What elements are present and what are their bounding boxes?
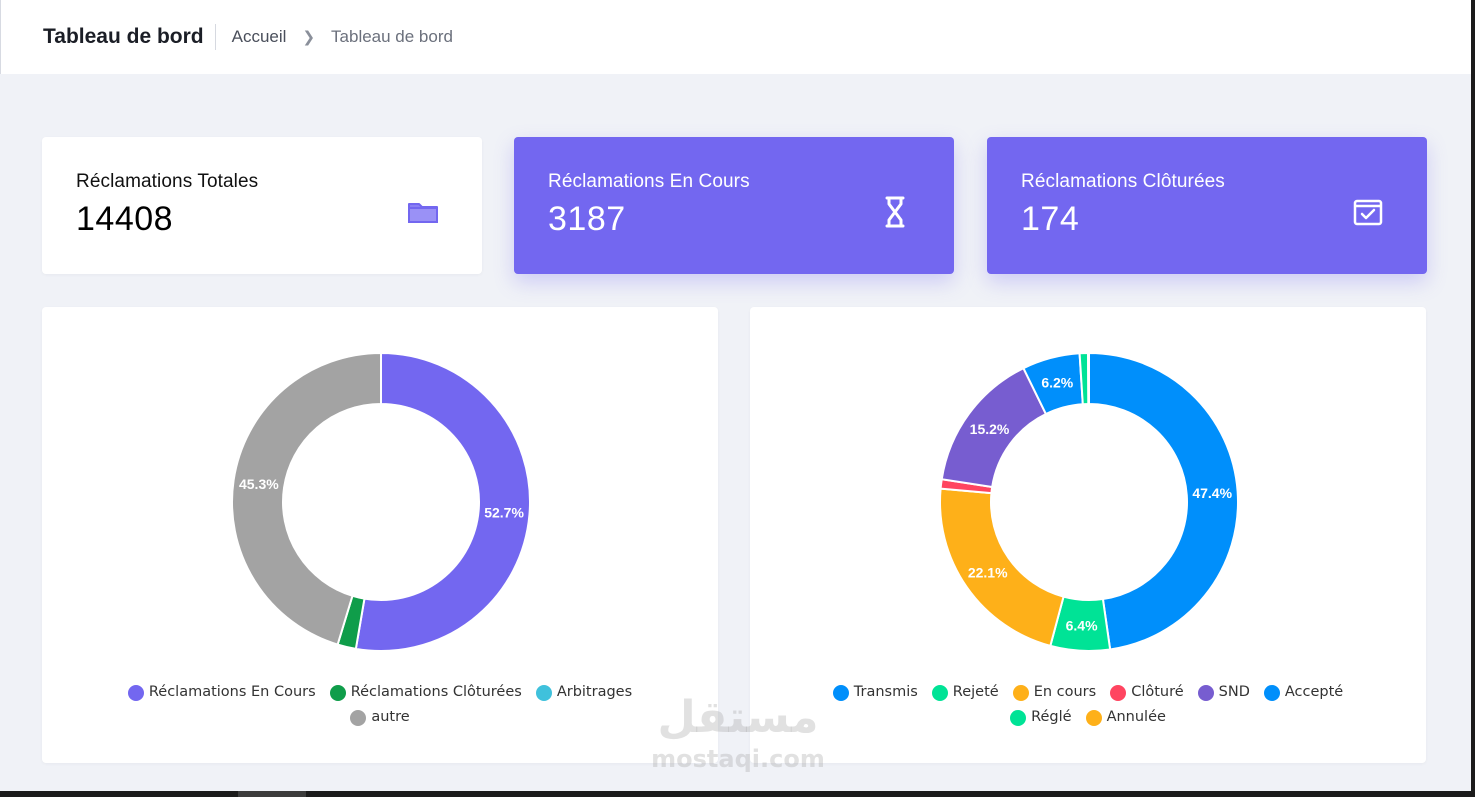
slice-label-autre: 45.3% bbox=[239, 476, 279, 492]
breadcrumb: Accueil ❯ Tableau de bord bbox=[232, 27, 453, 47]
legend-marker bbox=[1085, 709, 1102, 726]
stat-value: 3187 bbox=[548, 200, 626, 238]
legend-item-reclamations-cloturees[interactable]: Réclamations Clôturées bbox=[329, 683, 522, 702]
stat-label: Réclamations Clôturées bbox=[1021, 171, 1225, 192]
legend-label: Accepté bbox=[1284, 684, 1344, 700]
legend-label: Rejeté bbox=[952, 684, 999, 700]
window-frame-right bbox=[1471, 0, 1475, 797]
stat-value: 174 bbox=[1021, 200, 1080, 238]
slice-label-rejete: 6.4% bbox=[1066, 617, 1098, 633]
folder-icon bbox=[408, 203, 438, 223]
stat-label: Réclamations En Cours bbox=[548, 171, 750, 192]
stat-card-closed: Réclamations Clôturées 174 bbox=[987, 137, 1427, 274]
legend-label: Arbitrages bbox=[556, 684, 633, 700]
legend-marker bbox=[931, 684, 948, 701]
legend-marker bbox=[329, 684, 346, 701]
slice-label-accepte: 6.2% bbox=[1041, 375, 1073, 391]
slice-transmis[interactable] bbox=[1088, 351, 1240, 651]
slice-label-en-cours: 22.1% bbox=[968, 565, 1008, 581]
legend-item-autre[interactable]: autre bbox=[350, 708, 410, 727]
stat-card-total: Réclamations Totales 14408 bbox=[42, 137, 482, 274]
legend-marker bbox=[1012, 684, 1029, 701]
legend-label: Réglé bbox=[1031, 709, 1072, 725]
legend-item-rejete[interactable]: Rejeté bbox=[931, 683, 999, 702]
legend-item-arbitrages[interactable]: Arbitrages bbox=[535, 683, 633, 702]
donut-chart-panel-status: 47.4% 6.4% 22.1% 15.2% 6.2% Transmis Rejeté En… bbox=[750, 307, 1426, 763]
legend-label: Annulée bbox=[1106, 709, 1166, 725]
legend-item-regle[interactable]: Réglé bbox=[1010, 708, 1072, 727]
slice-label-reclamations-en-cours: 52.7% bbox=[484, 504, 524, 520]
top-bar: Tableau de bord Accueil ❯ Tableau de bor… bbox=[0, 0, 1471, 74]
legend-label: autre bbox=[371, 709, 410, 725]
legend-marker bbox=[1197, 684, 1214, 701]
legend-item-transmis[interactable]: Transmis bbox=[832, 683, 918, 702]
breadcrumb-current: Tableau de bord bbox=[331, 27, 453, 46]
donut-chart-panel-reclamations: 52.7% 45.3% Réclamations En Cours Réclamat… bbox=[42, 307, 718, 763]
chart-legend-reclamations: Réclamations En Cours Réclamations Clôtur… bbox=[42, 683, 718, 727]
calendar-check-icon bbox=[1353, 199, 1383, 226]
slice-autre[interactable] bbox=[231, 351, 382, 646]
chevron-right-icon: ❯ bbox=[302, 29, 316, 46]
page-title: Tableau de bord bbox=[43, 25, 204, 48]
legend-item-annulee[interactable]: Annulée bbox=[1085, 708, 1166, 727]
slice-reclamations-en-cours[interactable] bbox=[354, 351, 531, 652]
legend-marker bbox=[350, 709, 367, 726]
slice-label-snd: 15.2% bbox=[970, 421, 1010, 437]
donut-chart-reclamations: 52.7% 45.3% bbox=[231, 351, 531, 652]
legend-item-en-cours[interactable]: En cours bbox=[1012, 683, 1097, 702]
legend-label: Transmis bbox=[853, 684, 918, 700]
stat-card-in-progress: Réclamations En Cours 3187 bbox=[514, 137, 954, 274]
legend-label: Clôturé bbox=[1131, 684, 1184, 700]
stat-label: Réclamations Totales bbox=[76, 171, 259, 192]
legend-marker bbox=[1263, 684, 1280, 701]
legend-label: SND bbox=[1218, 684, 1250, 700]
legend-item-snd[interactable]: SND bbox=[1197, 683, 1250, 702]
legend-marker bbox=[1010, 709, 1027, 726]
legend-label: En cours bbox=[1033, 684, 1097, 700]
hourglass-icon bbox=[885, 196, 905, 228]
legend-marker bbox=[832, 684, 849, 701]
taskbar-tab[interactable] bbox=[238, 791, 306, 797]
window-frame-bottom bbox=[0, 791, 1475, 797]
legend-label: Réclamations Clôturées bbox=[350, 684, 522, 700]
slice-annulee[interactable] bbox=[1087, 351, 1090, 406]
legend-label: Réclamations En Cours bbox=[148, 684, 316, 700]
legend-item-reclamations-en-cours[interactable]: Réclamations En Cours bbox=[127, 683, 316, 702]
legend-item-accepte[interactable]: Accepté bbox=[1263, 683, 1344, 702]
donut-chart-status: 47.4% 6.4% 22.1% 15.2% 6.2% bbox=[939, 351, 1240, 652]
legend-marker bbox=[535, 684, 552, 701]
slice-label-transmis: 47.4% bbox=[1192, 485, 1232, 501]
breadcrumb-home-link[interactable]: Accueil bbox=[231, 27, 287, 46]
chart-legend-status: Transmis Rejeté En cours Clôturé SND Accepté R… bbox=[750, 683, 1426, 727]
legend-marker bbox=[127, 684, 144, 701]
legend-marker bbox=[1110, 684, 1127, 701]
header-divider bbox=[214, 24, 216, 50]
stat-value: 14408 bbox=[76, 200, 174, 238]
legend-item-cloture[interactable]: Clôturé bbox=[1110, 683, 1184, 702]
